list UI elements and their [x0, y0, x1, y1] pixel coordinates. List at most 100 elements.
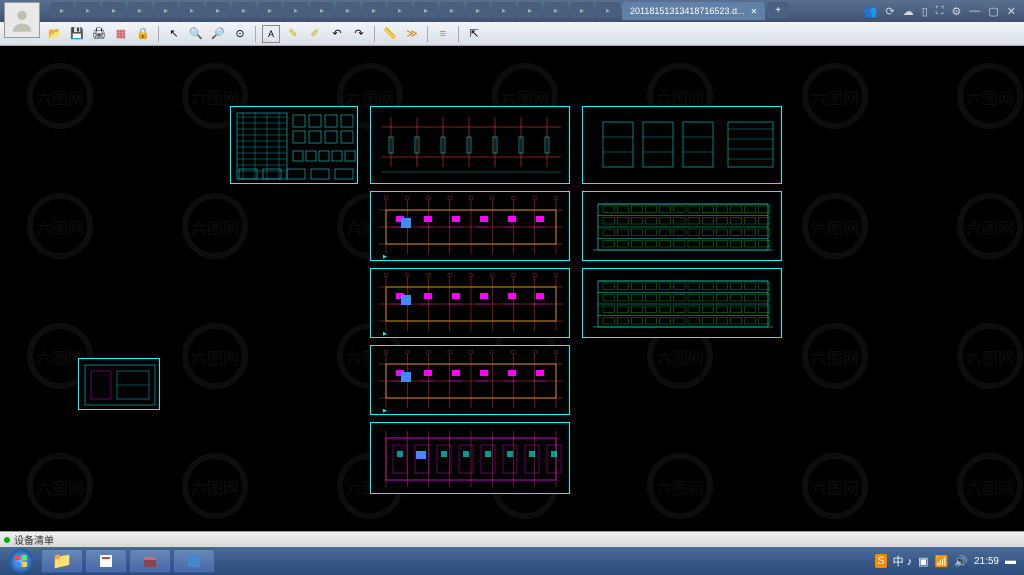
zoom-in-button[interactable]: 🔍 — [187, 25, 205, 43]
statusbar: 设备清单 — [0, 531, 1024, 547]
svg-text:六图网: 六图网 — [656, 350, 704, 368]
cloud-icon[interactable]: ☁ — [903, 5, 914, 18]
task-explorer[interactable]: 📁 — [41, 549, 83, 573]
tab-mini[interactable]: ▸ — [102, 2, 126, 18]
tab-mini[interactable]: ▸ — [206, 2, 230, 18]
print-button[interactable]: 🖨 — [90, 25, 108, 43]
svg-text:六图网: 六图网 — [966, 480, 1014, 498]
drawing-sheet: ▶ — [370, 191, 570, 261]
tab-active[interactable]: 20118151313418716523.d...✕ — [622, 2, 765, 20]
tab-mini[interactable]: ▸ — [570, 2, 594, 18]
svg-text:六图网: 六图网 — [966, 350, 1014, 368]
svg-text:六图网: 六图网 — [36, 480, 84, 498]
tab-mini[interactable]: ▸ — [596, 2, 620, 18]
close-icon[interactable]: ✕ — [1007, 5, 1016, 18]
gear-icon[interactable]: ⚙ — [952, 5, 962, 18]
tab-mini[interactable]: ▸ — [492, 2, 516, 18]
tab-mini[interactable]: ▸ — [154, 2, 178, 18]
tab-mini[interactable]: ▸ — [414, 2, 438, 18]
pointer-button[interactable]: ↖ — [165, 25, 183, 43]
tray-showdesk-icon[interactable]: ▬ — [1005, 555, 1016, 567]
zoom-out-button[interactable]: 🔎 — [209, 25, 227, 43]
tab-mini[interactable]: ▸ — [76, 2, 100, 18]
tray-ime-icon[interactable]: S — [875, 554, 886, 568]
refresh-icon[interactable]: ⟳ — [886, 5, 895, 18]
system-tray: S 中 ♪ ▣ 📶 🔊 21:59 ▬ — [875, 553, 1022, 569]
svg-text:六图网: 六图网 — [191, 220, 239, 238]
phone-icon[interactable]: ▯ — [922, 5, 928, 18]
tab-label: 20118151313418716523.d... — [630, 6, 744, 16]
title-icons: 👥 ⟳ ☁ ▯ ⛶ ⚙ — ▢ ✕ — [864, 5, 1020, 18]
svg-text:六图网: 六图网 — [191, 480, 239, 498]
lock-button[interactable]: 🔒 — [134, 25, 152, 43]
avatar[interactable] — [4, 2, 40, 38]
status-dot-icon — [4, 537, 10, 543]
toolbar: 📂 💾 🖨 ▦ 🔒 ↖ 🔍 🔎 ⊙ A ✎ ✐ ↶ ↷ 📏 ≫ ≡ ⇱ — [0, 22, 1024, 46]
export-button[interactable]: ▦ — [112, 25, 130, 43]
people-icon[interactable]: 👥 — [864, 5, 878, 18]
svg-text:▶: ▶ — [383, 408, 387, 414]
svg-text:六图网: 六图网 — [36, 90, 84, 108]
tabs-row: ▸ ▸ ▸ ▸ ▸ ▸ ▸ ▸ ▸ ▸ ▸ ▸ ▸ ▸ ▸ ▸ ▸ ▸ ▸ ▸ … — [50, 2, 864, 20]
tray-lang-icon[interactable]: 中 ♪ — [893, 553, 913, 569]
highlight-button[interactable]: ✐ — [306, 25, 324, 43]
maximize-icon[interactable]: ▢ — [988, 5, 998, 18]
canvas[interactable]: // placeholder — wm generated below 六图网六… — [0, 46, 1024, 531]
measure-button[interactable]: 📏 — [381, 25, 399, 43]
svg-text:六图网: 六图网 — [36, 220, 84, 238]
tab-mini[interactable]: ▸ — [518, 2, 542, 18]
tab-mini[interactable]: ▸ — [466, 2, 490, 18]
export2-button[interactable]: ⇱ — [465, 25, 483, 43]
task-browser[interactable] — [85, 549, 127, 573]
tab-mini[interactable]: ▸ — [440, 2, 464, 18]
redo-button[interactable]: ↷ — [350, 25, 368, 43]
tab-mini[interactable]: ▸ — [128, 2, 152, 18]
save-button[interactable]: 💾 — [68, 25, 86, 43]
minimize-icon[interactable]: — — [969, 5, 980, 18]
svg-text:六图网: 六图网 — [811, 350, 859, 368]
tray-clock[interactable]: 21:59 — [974, 556, 999, 567]
expand-icon[interactable]: ⛶ — [936, 5, 944, 18]
tray-flag-icon[interactable]: ▣ — [918, 555, 928, 568]
tray-net-icon[interactable]: 📶 — [935, 555, 949, 568]
svg-text:六图网: 六图网 — [36, 350, 84, 368]
tab-mini[interactable]: ▸ — [310, 2, 334, 18]
drawing-sheet — [370, 106, 570, 184]
tab-mini[interactable]: ▸ — [50, 2, 74, 18]
tab-mini[interactable]: ▸ — [284, 2, 308, 18]
tab-mini[interactable]: ▸ — [232, 2, 256, 18]
drawing-sheet: ▶ — [370, 268, 570, 338]
arrow-button[interactable]: ≫ — [403, 25, 421, 43]
tab-mini[interactable]: ▸ — [336, 2, 360, 18]
svg-text:六图网: 六图网 — [966, 220, 1014, 238]
svg-text:六图网: 六图网 — [811, 220, 859, 238]
undo-button[interactable]: ↶ — [328, 25, 346, 43]
svg-text:六图网: 六图网 — [811, 480, 859, 498]
task-app[interactable] — [173, 549, 215, 573]
titlebar: ▸ ▸ ▸ ▸ ▸ ▸ ▸ ▸ ▸ ▸ ▸ ▸ ▸ ▸ ▸ ▸ ▸ ▸ ▸ ▸ … — [0, 0, 1024, 22]
task-archive[interactable] — [129, 549, 171, 573]
taskbar: 📁 S 中 ♪ ▣ 📶 🔊 21:59 ▬ — [0, 547, 1024, 575]
svg-text:六图网: 六图网 — [966, 90, 1014, 108]
svg-text:六图网: 六图网 — [656, 480, 704, 498]
drawing-sheet — [582, 106, 782, 184]
zoom-fit-button[interactable]: ⊙ — [231, 25, 249, 43]
tab-mini[interactable]: ▸ — [180, 2, 204, 18]
tab-mini[interactable]: ▸ — [388, 2, 412, 18]
drawing-sheet — [582, 191, 782, 261]
drawing-sheet — [230, 106, 358, 184]
tab-mini[interactable]: ▸ — [362, 2, 386, 18]
open-button[interactable]: 📂 — [46, 25, 64, 43]
svg-text:六图网: 六图网 — [811, 90, 859, 108]
tab-new[interactable]: + — [767, 2, 789, 18]
start-button[interactable] — [2, 547, 40, 575]
svg-text:▶: ▶ — [383, 331, 387, 337]
status-text: 设备清单 — [14, 532, 54, 547]
drawing-sheet — [78, 358, 160, 410]
tab-mini[interactable]: ▸ — [258, 2, 282, 18]
pencil-button[interactable]: ✎ — [284, 25, 302, 43]
text-button[interactable]: A — [262, 25, 280, 43]
layers-button[interactable]: ≡ — [434, 25, 452, 43]
tray-vol-icon[interactable]: 🔊 — [954, 555, 968, 568]
tab-mini[interactable]: ▸ — [544, 2, 568, 18]
